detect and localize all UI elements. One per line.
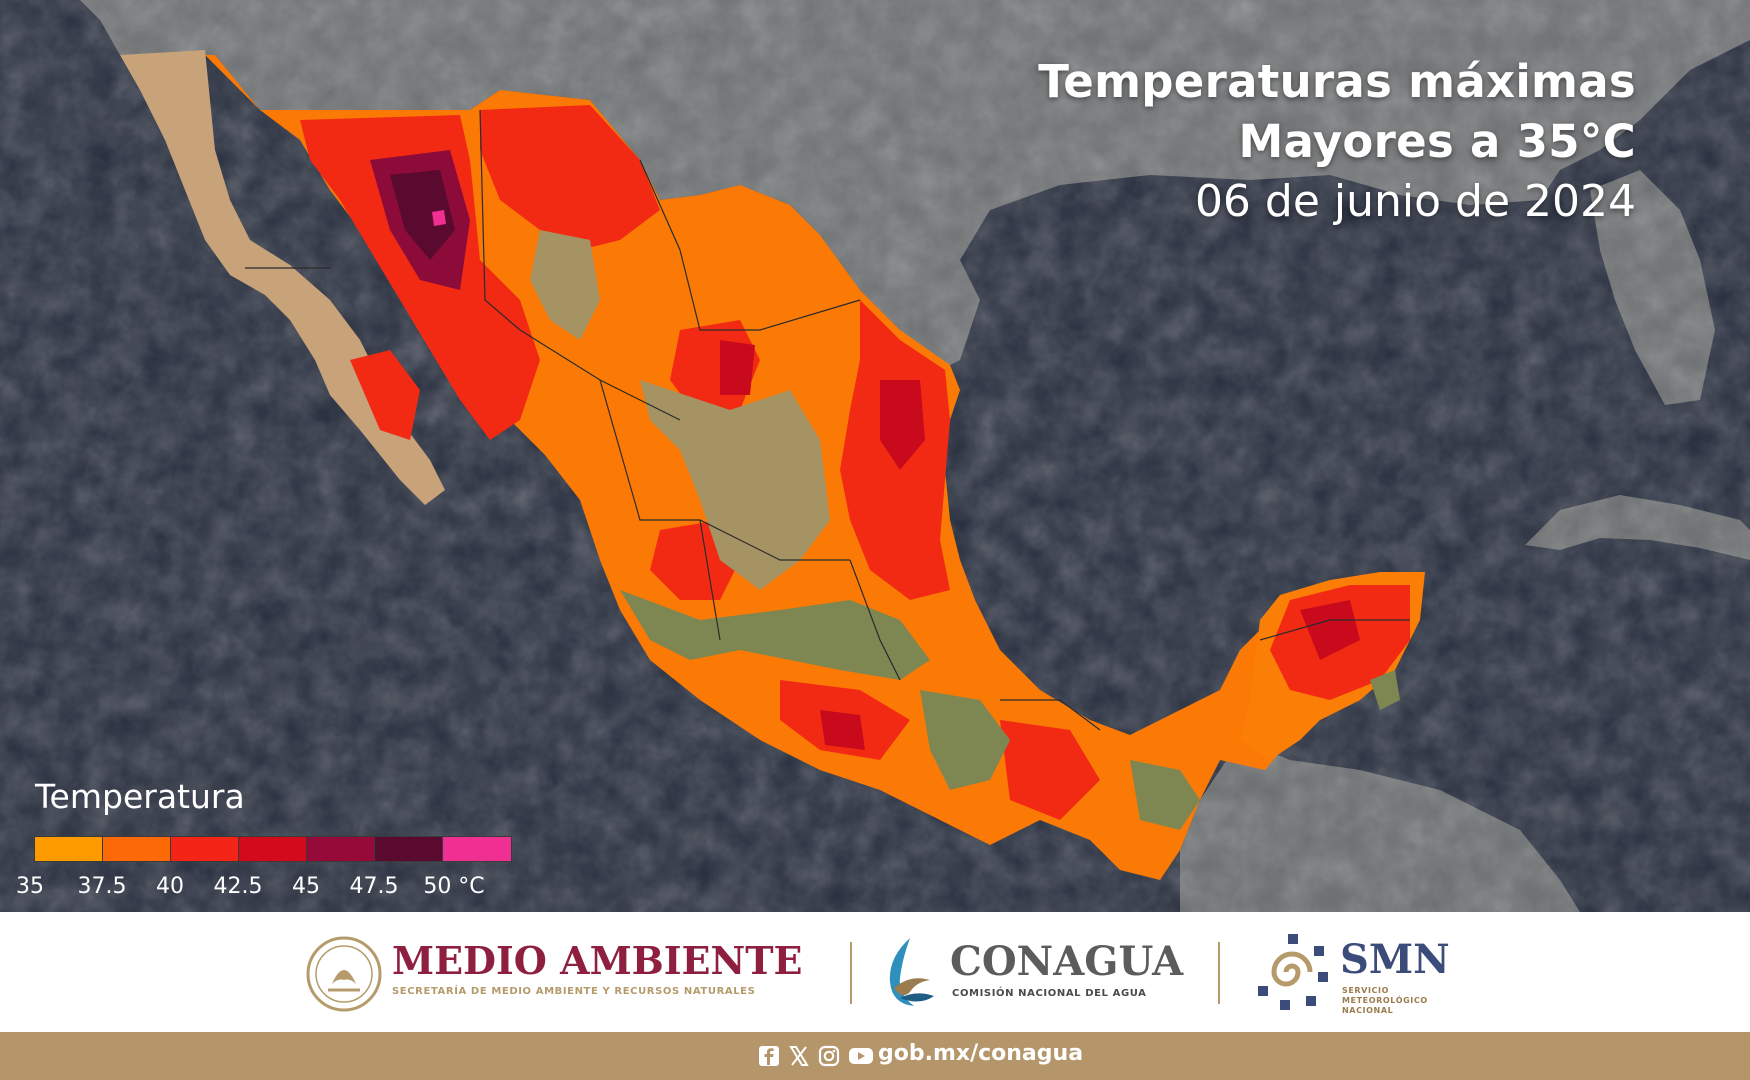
map-title-line1: Temperaturas máximas (1038, 55, 1636, 108)
logo-divider (850, 942, 852, 1004)
smn-logo[interactable]: SMN SERVICIO METEOROLÓGICO NACIONAL (1252, 912, 1472, 1032)
smn-spiral-icon (1258, 934, 1328, 1010)
conagua-wave-icon (889, 938, 934, 1006)
map-title-block: Temperaturas máximas Mayores a 35°C 06 d… (1038, 52, 1636, 232)
legend-swatch (239, 837, 307, 861)
instagram-icon[interactable] (818, 1045, 840, 1067)
map-canvas (0, 0, 1750, 912)
conagua-subtitle: COMISIÓN NACIONAL DEL AGUA (952, 988, 1147, 999)
legend-tick-label: 35 (16, 874, 44, 899)
legend-swatch (171, 837, 239, 861)
smn-subtitle-line3: NACIONAL (1342, 1006, 1394, 1015)
highland-terrain (530, 230, 1400, 830)
state-borders (245, 109, 1410, 731)
youtube-icon[interactable] (848, 1045, 874, 1067)
legend-tick-label: 40 (156, 874, 184, 899)
logo-bar: MEDIO AMBIENTE SECRETARÍA DE MEDIO AMBIE… (0, 912, 1750, 1032)
conagua-logo[interactable]: CONAGUA COMISIÓN NACIONAL DEL AGUA (880, 912, 1200, 1032)
smn-subtitle-line2: METEOROLÓGICO (1342, 996, 1428, 1005)
footer-url-link[interactable]: gob.mx/conagua (878, 1041, 1084, 1066)
extreme-heat-zones (370, 150, 1360, 750)
legend-ticks: 35 37.5 40 42.5 45 47.5 50 °C (16, 874, 537, 902)
footer-bar: gob.mx/conagua (0, 1032, 1750, 1080)
legend-swatch (35, 837, 103, 861)
x-icon[interactable] (788, 1045, 810, 1067)
map-title-line2: Mayores a 35°C (1238, 115, 1636, 168)
legend-swatch (375, 837, 443, 861)
legend-title: Temperatura (35, 777, 245, 816)
social-icons (758, 1042, 874, 1070)
smn-subtitle-line1: SERVICIO (1342, 986, 1390, 995)
legend-tick-label: 45 (292, 874, 320, 899)
medio-ambiente-name: MEDIO AMBIENTE (392, 938, 803, 983)
legend-swatch (103, 837, 171, 861)
mexico-coat-of-arms-icon (306, 936, 382, 1012)
legend-tick-label: 37.5 (77, 874, 127, 899)
medio-ambiente-logo[interactable]: MEDIO AMBIENTE SECRETARÍA DE MEDIO AMBIE… (300, 912, 830, 1032)
logo-divider (1218, 942, 1220, 1004)
medio-ambiente-subtitle: SECRETARÍA DE MEDIO AMBIENTE Y RECURSOS … (392, 986, 756, 997)
legend-color-bar (34, 836, 512, 862)
temperature-legend: Temperatura 35 37.5 40 42.5 45 47.5 50 °C (16, 776, 537, 906)
legend-swatch (443, 837, 511, 861)
legend-tick-label: 42.5 (213, 874, 263, 899)
legend-swatch (307, 837, 375, 861)
conagua-name: CONAGUA (950, 938, 1184, 985)
legend-tick-label: 50 °C (423, 874, 485, 899)
legend-tick-label: 47.5 (349, 874, 399, 899)
map-date: 06 de junio de 2024 (1194, 176, 1636, 227)
temperature-map: Temperaturas máximas Mayores a 35°C 06 d… (0, 0, 1750, 912)
facebook-icon[interactable] (758, 1045, 780, 1067)
smn-name: SMN (1340, 936, 1450, 983)
